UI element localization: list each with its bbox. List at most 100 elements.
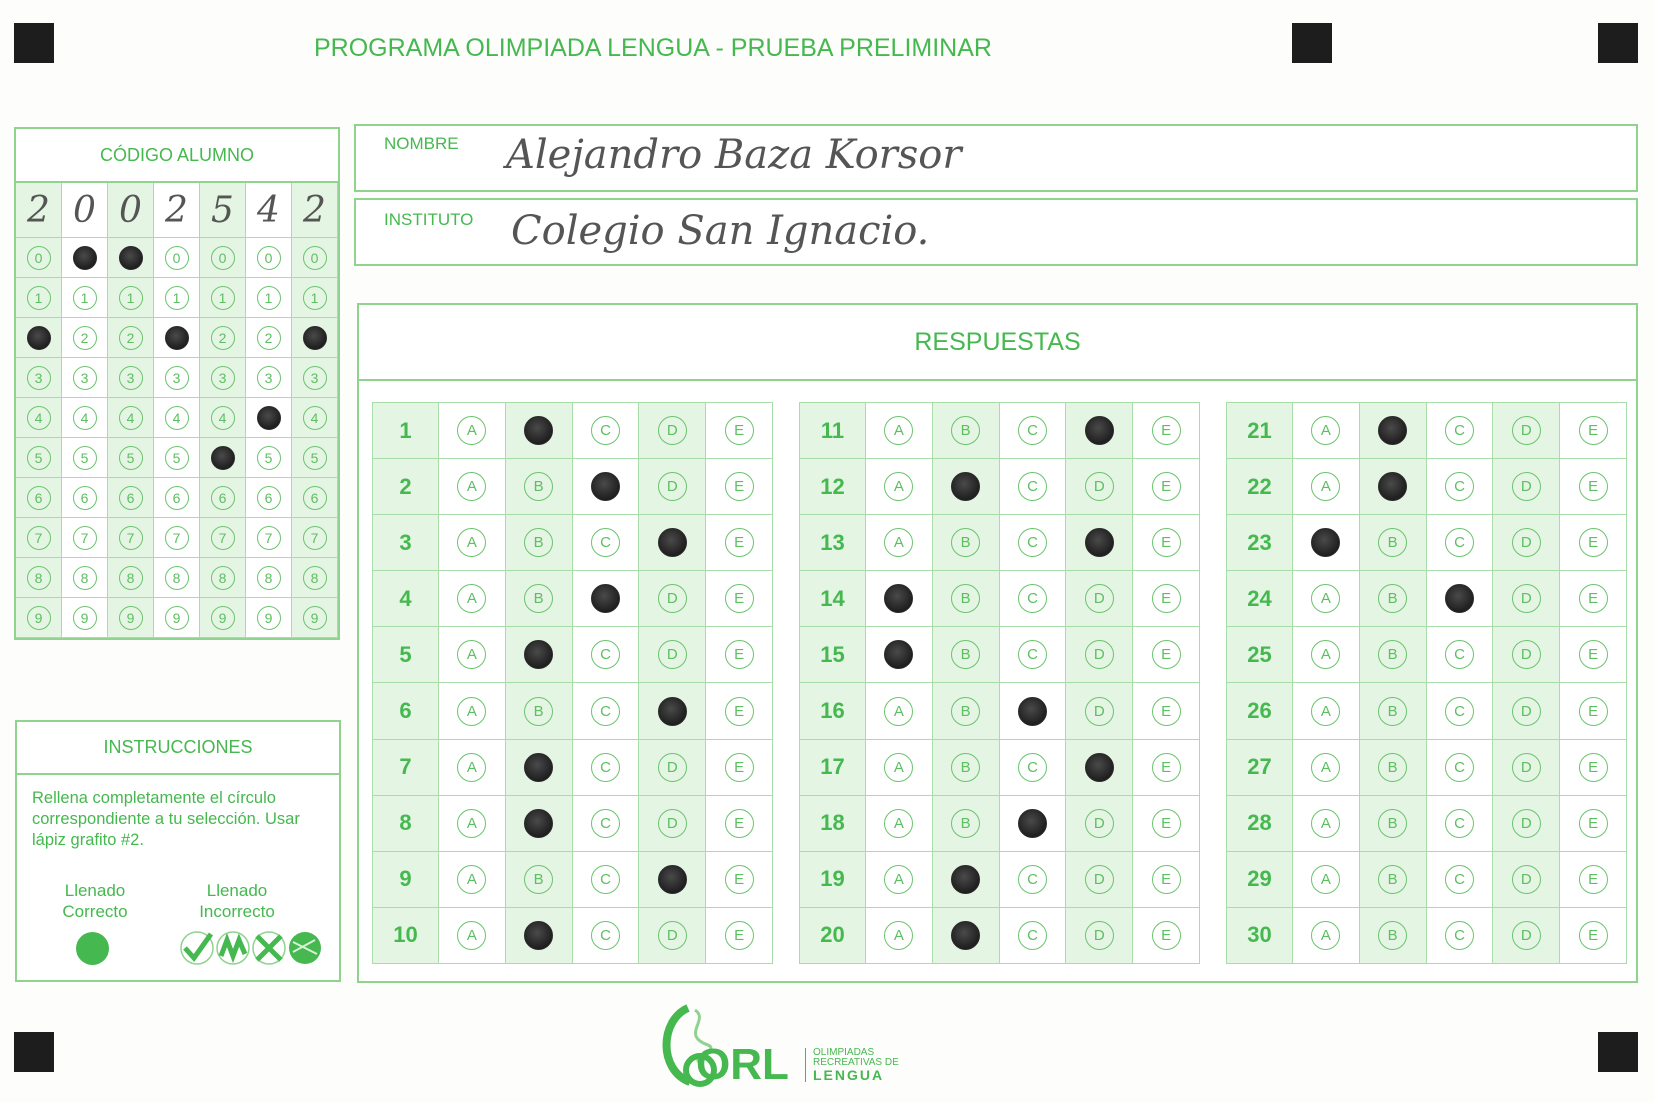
code-bubble[interactable]: 3 [26,365,51,390]
answer-bubble-3-b[interactable]: B [524,528,554,558]
answer-bubble-30-a[interactable]: A [1311,920,1341,950]
code-bubble[interactable]: 6 [210,485,235,510]
answer-bubble-6-b[interactable]: B [524,696,554,726]
answer-bubble-29-e[interactable]: E [1578,864,1608,894]
code-bubble[interactable]: 1 [164,285,189,310]
answer-bubble-16-e[interactable]: E [1151,696,1181,726]
answer-bubble-9-d[interactable]: D [657,864,687,894]
answer-bubble-9-e[interactable]: E [724,864,754,894]
code-bubble[interactable]: 0 [118,245,143,270]
answer-bubble-18-e[interactable]: E [1151,808,1181,838]
answer-bubble-17-d[interactable]: D [1084,752,1114,782]
answer-bubble-30-d[interactable]: D [1511,920,1541,950]
answer-bubble-15-d[interactable]: D [1084,640,1114,670]
answer-bubble-15-c[interactable]: C [1017,640,1047,670]
answer-bubble-16-a[interactable]: A [884,696,914,726]
answer-bubble-20-b[interactable]: B [951,920,981,950]
code-bubble[interactable]: 5 [210,445,235,470]
code-bubble[interactable]: 8 [72,565,97,590]
code-bubble[interactable]: 3 [118,365,143,390]
code-bubble[interactable]: 1 [118,285,143,310]
answer-bubble-2-e[interactable]: E [724,472,754,502]
answer-bubble-2-b[interactable]: B [524,472,554,502]
answer-bubble-13-b[interactable]: B [951,528,981,558]
institute-field[interactable]: INSTITUTO Colegio San Ignacio. [354,198,1638,266]
answer-bubble-5-b[interactable]: B [524,640,554,670]
answer-bubble-10-b[interactable]: B [524,920,554,950]
answer-bubble-29-d[interactable]: D [1511,864,1541,894]
answer-bubble-26-c[interactable]: C [1444,696,1474,726]
answer-bubble-22-e[interactable]: E [1578,472,1608,502]
answer-bubble-29-c[interactable]: C [1444,864,1474,894]
code-bubble[interactable]: 6 [26,485,51,510]
answer-bubble-12-e[interactable]: E [1151,472,1181,502]
answer-bubble-9-b[interactable]: B [524,864,554,894]
code-bubble[interactable]: 3 [72,365,97,390]
answer-bubble-19-e[interactable]: E [1151,864,1181,894]
code-bubble[interactable]: 1 [210,285,235,310]
answer-bubble-19-d[interactable]: D [1084,864,1114,894]
answer-bubble-21-e[interactable]: E [1578,416,1608,446]
answer-bubble-22-c[interactable]: C [1444,472,1474,502]
answer-bubble-29-b[interactable]: B [1378,864,1408,894]
code-bubble[interactable]: 9 [302,605,327,630]
answer-bubble-26-a[interactable]: A [1311,696,1341,726]
code-bubble[interactable]: 0 [26,245,51,270]
answer-bubble-19-c[interactable]: C [1017,864,1047,894]
answer-bubble-13-d[interactable]: D [1084,528,1114,558]
answer-bubble-24-b[interactable]: B [1378,584,1408,614]
code-bubble[interactable]: 5 [256,445,281,470]
answer-bubble-22-a[interactable]: A [1311,472,1341,502]
answer-bubble-27-c[interactable]: C [1444,752,1474,782]
answer-bubble-15-a[interactable]: A [884,640,914,670]
code-bubble[interactable]: 2 [210,325,235,350]
answer-bubble-6-e[interactable]: E [724,696,754,726]
answer-bubble-19-a[interactable]: A [884,864,914,894]
answer-bubble-5-c[interactable]: C [590,640,620,670]
answer-bubble-14-d[interactable]: D [1084,584,1114,614]
code-bubble[interactable]: 4 [210,405,235,430]
answer-bubble-16-b[interactable]: B [951,696,981,726]
answer-bubble-1-e[interactable]: E [724,416,754,446]
answer-bubble-3-e[interactable]: E [724,528,754,558]
answer-bubble-6-a[interactable]: A [457,696,487,726]
code-bubble[interactable]: 7 [72,525,97,550]
answer-bubble-28-d[interactable]: D [1511,808,1541,838]
answer-bubble-14-e[interactable]: E [1151,584,1181,614]
answer-bubble-7-e[interactable]: E [724,752,754,782]
answer-bubble-7-a[interactable]: A [457,752,487,782]
answer-bubble-12-c[interactable]: C [1017,472,1047,502]
answer-bubble-14-a[interactable]: A [884,584,914,614]
answer-bubble-23-c[interactable]: C [1444,528,1474,558]
code-bubble[interactable]: 8 [26,565,51,590]
code-bubble[interactable]: 2 [164,325,189,350]
code-bubble[interactable]: 6 [302,485,327,510]
code-bubble[interactable]: 5 [118,445,143,470]
code-bubble[interactable]: 0 [256,245,281,270]
answer-bubble-2-a[interactable]: A [457,472,487,502]
answer-bubble-27-a[interactable]: A [1311,752,1341,782]
answer-bubble-7-d[interactable]: D [657,752,687,782]
answer-bubble-9-c[interactable]: C [590,864,620,894]
answer-bubble-17-a[interactable]: A [884,752,914,782]
answer-bubble-10-a[interactable]: A [457,920,487,950]
answer-bubble-13-a[interactable]: A [884,528,914,558]
code-bubble[interactable]: 9 [210,605,235,630]
answer-bubble-3-d[interactable]: D [657,528,687,558]
answer-bubble-23-b[interactable]: B [1378,528,1408,558]
answer-bubble-14-c[interactable]: C [1017,584,1047,614]
answer-bubble-2-c[interactable]: C [590,472,620,502]
code-bubble[interactable]: 3 [210,365,235,390]
answer-bubble-25-c[interactable]: C [1444,640,1474,670]
answer-bubble-4-d[interactable]: D [657,584,687,614]
code-bubble[interactable]: 3 [164,365,189,390]
answer-bubble-28-b[interactable]: B [1378,808,1408,838]
answer-bubble-21-a[interactable]: A [1311,416,1341,446]
code-bubble[interactable]: 8 [118,565,143,590]
answer-bubble-4-b[interactable]: B [524,584,554,614]
answer-bubble-24-a[interactable]: A [1311,584,1341,614]
answer-bubble-26-b[interactable]: B [1378,696,1408,726]
code-bubble[interactable]: 9 [256,605,281,630]
answer-bubble-4-c[interactable]: C [590,584,620,614]
answer-bubble-17-e[interactable]: E [1151,752,1181,782]
